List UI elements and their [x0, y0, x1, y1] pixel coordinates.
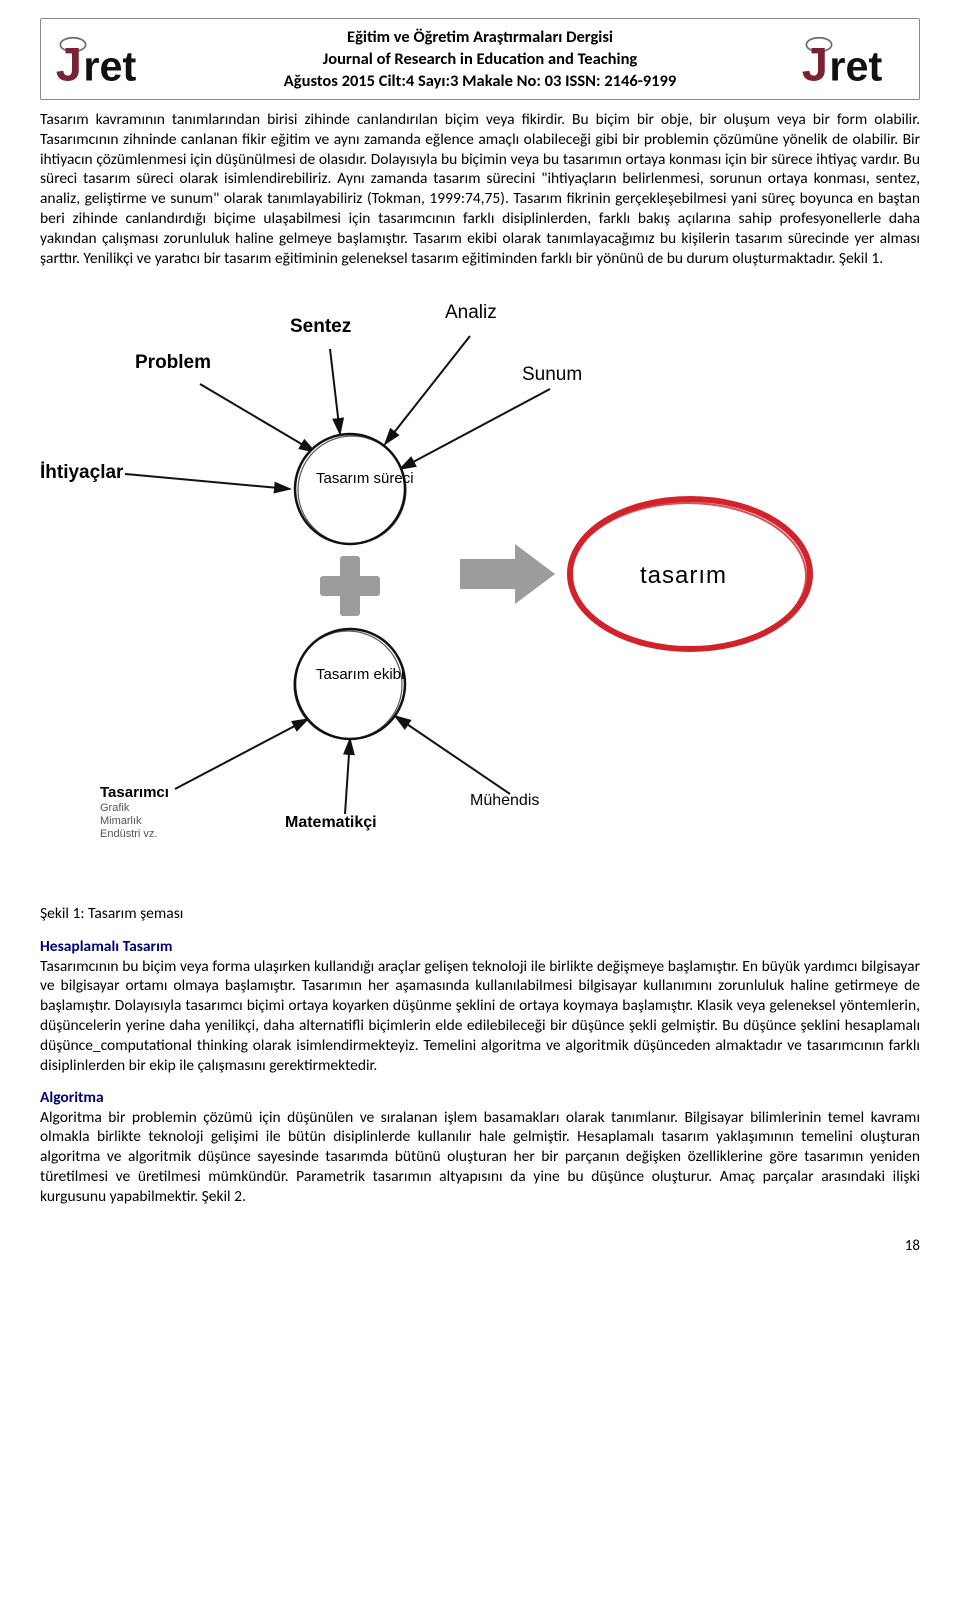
journal-logo-right: J ret [793, 23, 913, 95]
journal-issue-line: Ağustos 2015 Cilt:4 Sayı:3 Makale No: 03… [167, 70, 793, 92]
journal-title-tr: Eğitim ve Öğretim Araştırmaları Dergisi [167, 26, 793, 48]
svg-text:J: J [55, 37, 81, 90]
label-ihtiyaclar: İhtiyaçlar [40, 462, 123, 484]
journal-title-block: Eğitim ve Öğretim Araştırmaları Dergisi … [167, 26, 793, 93]
label-sunum: Sunum [522, 364, 582, 386]
label-muhendis: Mühendis [470, 792, 539, 810]
figure-1-diagram: İhtiyaçlar Problem Sentez Analiz Sunum T… [40, 294, 920, 854]
page-number: 18 [40, 1237, 920, 1255]
heading-algoritma: Algoritma [40, 1088, 920, 1107]
label-tasarimci-sub: Grafik Mimarlık Endüstri vz. [100, 802, 157, 842]
journal-title-en: Journal of Research in Education and Tea… [167, 48, 793, 70]
svg-text:ret: ret [829, 43, 882, 89]
journal-logo-left: J ret [47, 23, 167, 95]
label-tasarim-sureci: Tasarım süreci [316, 470, 386, 487]
label-tasarim: tasarım [640, 562, 727, 590]
paragraph-intro: Tasarım kavramının tanımlarından birisi … [40, 110, 920, 269]
label-sentez: Sentez [290, 316, 351, 338]
paragraph-hesaplamali: Tasarımcının bu biçim veya forma ulaşırk… [40, 957, 920, 1076]
figure-1-caption: Şekil 1: Tasarım şeması [40, 904, 920, 923]
heading-hesaplamali-tasarim: Hesaplamalı Tasarım [40, 937, 920, 956]
label-analiz: Analiz [445, 302, 497, 324]
label-tasarimci: Tasarımcı [100, 784, 169, 801]
paragraph-algoritma: Algoritma bir problemin çözümü için düşü… [40, 1108, 920, 1207]
journal-header: J ret Eğitim ve Öğretim Araştırmaları De… [40, 18, 920, 100]
label-matematikci: Matematikçi [285, 814, 377, 832]
svg-text:ret: ret [83, 43, 136, 89]
label-tasarim-ekibi: Tasarım ekibi [316, 666, 386, 683]
label-problem: Problem [135, 352, 211, 374]
svg-text:J: J [801, 37, 827, 90]
